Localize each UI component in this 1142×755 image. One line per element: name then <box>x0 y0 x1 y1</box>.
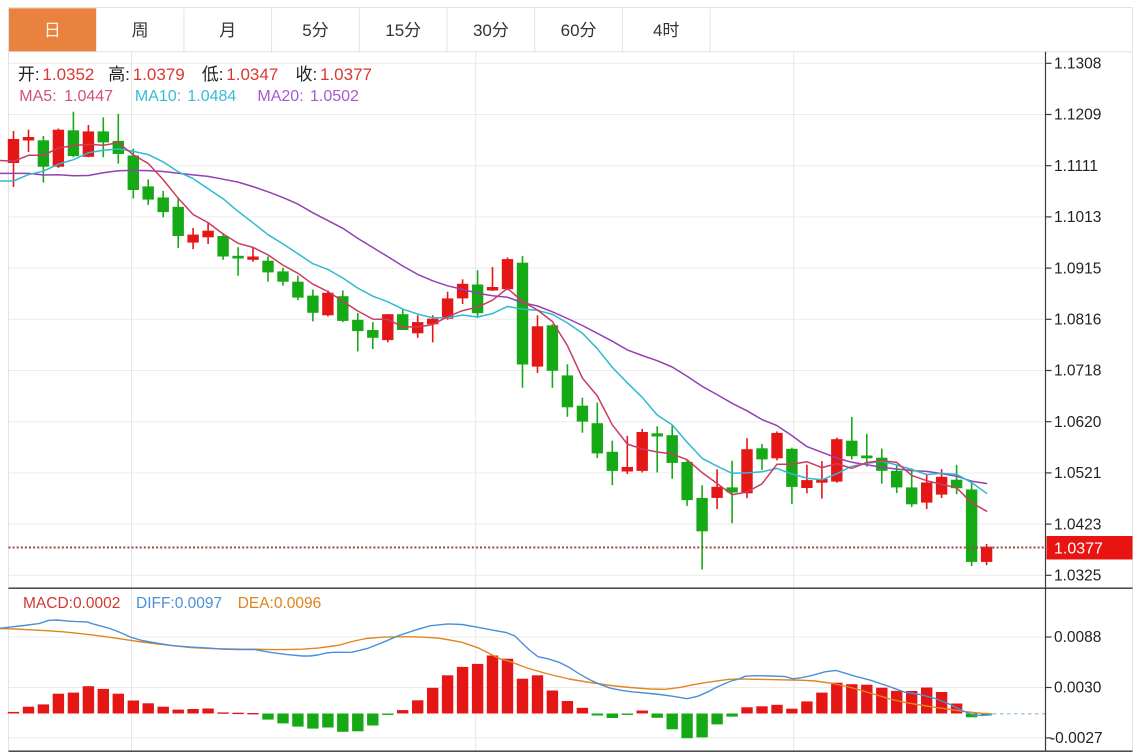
svg-text:1.0379: 1.0379 <box>133 65 185 84</box>
svg-text:收:: 收: <box>296 65 318 84</box>
svg-text:5分: 5分 <box>302 21 328 40</box>
svg-text:1.1209: 1.1209 <box>1054 107 1101 124</box>
svg-text:DEA:0.0096: DEA:0.0096 <box>238 595 322 612</box>
svg-text:1.0447: 1.0447 <box>64 88 113 105</box>
svg-text:1.0377: 1.0377 <box>1054 541 1103 558</box>
svg-text:MACD:0.0002: MACD:0.0002 <box>23 595 120 612</box>
svg-text:0.0030: 0.0030 <box>1054 680 1102 697</box>
svg-text:周: 周 <box>132 21 149 40</box>
svg-text:1.0377: 1.0377 <box>320 65 372 84</box>
svg-text:1.0620: 1.0620 <box>1054 414 1102 431</box>
svg-text:1.0718: 1.0718 <box>1054 363 1101 380</box>
svg-text:30分: 30分 <box>473 21 509 40</box>
svg-text:DIFF:0.0097: DIFF:0.0097 <box>136 595 222 612</box>
svg-text:60分: 60分 <box>561 21 597 40</box>
svg-text:高:: 高: <box>108 65 130 84</box>
svg-text:1.0352: 1.0352 <box>42 65 94 84</box>
svg-text:0.0088: 0.0088 <box>1054 629 1101 646</box>
svg-text:MA20:: MA20: <box>257 88 303 105</box>
svg-text:1.0325: 1.0325 <box>1054 568 1101 585</box>
svg-text:1.1308: 1.1308 <box>1054 56 1101 73</box>
svg-text:1.1013: 1.1013 <box>1054 209 1101 226</box>
svg-text:MA5:: MA5: <box>19 88 56 105</box>
svg-text:4时: 4时 <box>653 21 679 40</box>
svg-text:月: 月 <box>219 21 236 40</box>
svg-text:1.0484: 1.0484 <box>187 88 236 105</box>
svg-text:1.0816: 1.0816 <box>1054 312 1101 329</box>
svg-text:1.0521: 1.0521 <box>1054 465 1101 482</box>
svg-text:开:: 开: <box>18 65 40 84</box>
svg-text:1.0502: 1.0502 <box>310 88 359 105</box>
svg-text:1.1111: 1.1111 <box>1054 158 1098 175</box>
svg-text:日: 日 <box>44 21 61 40</box>
svg-text:1.0423: 1.0423 <box>1054 516 1101 533</box>
svg-text:MA10:: MA10: <box>135 88 181 105</box>
svg-text:1.0347: 1.0347 <box>226 65 278 84</box>
svg-text:15分: 15分 <box>385 21 421 40</box>
svg-text:低:: 低: <box>202 65 224 84</box>
svg-text:-0.0027: -0.0027 <box>1050 730 1103 747</box>
svg-text:1.0915: 1.0915 <box>1054 260 1101 277</box>
